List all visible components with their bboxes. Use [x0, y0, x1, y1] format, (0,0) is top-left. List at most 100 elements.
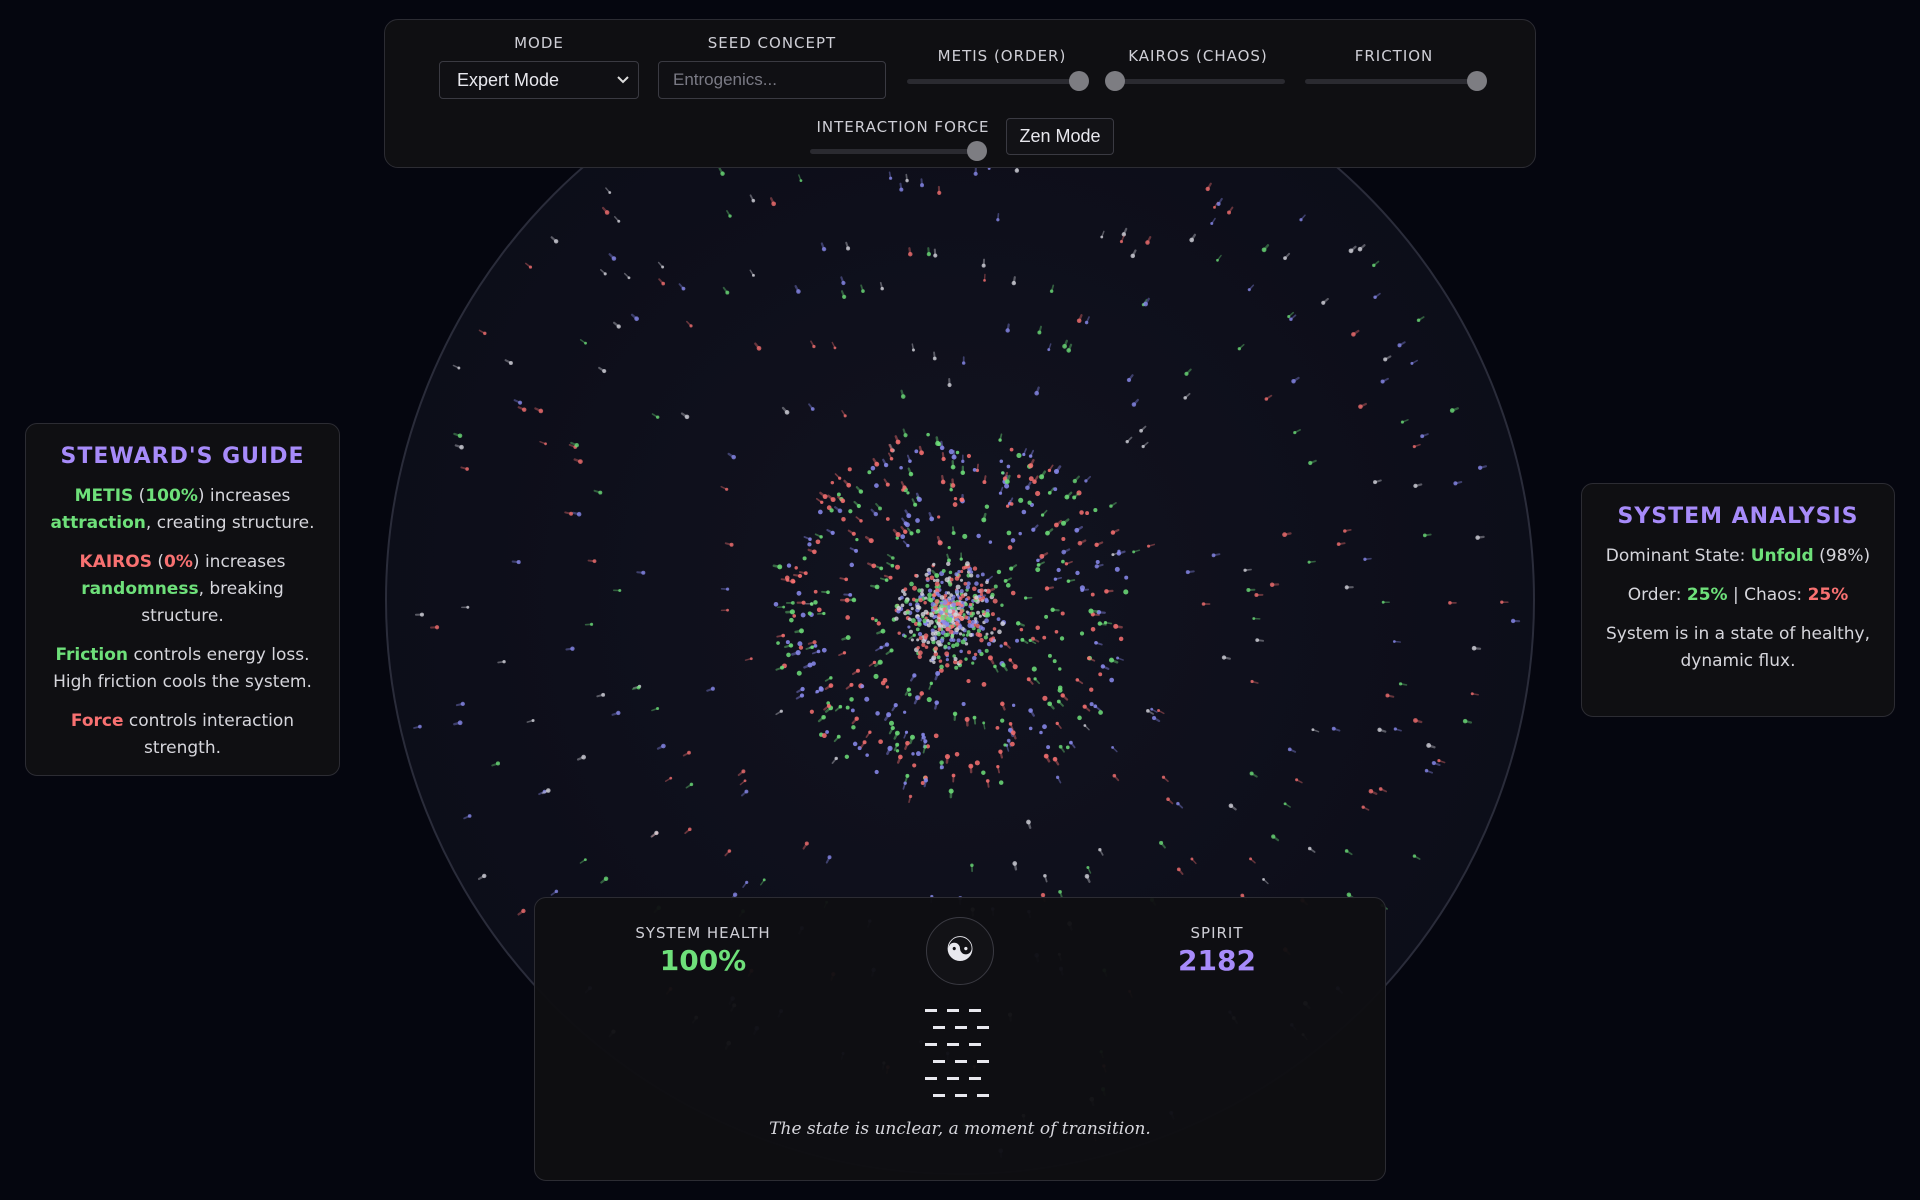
particle: [981, 596, 986, 600]
particle: [1363, 557, 1367, 561]
particle: [926, 618, 930, 623]
particle: [948, 582, 953, 587]
hexagram-segment: [925, 1077, 937, 1080]
kairos-slider[interactable]: [1105, 71, 1285, 91]
particle: [895, 439, 901, 445]
particle: [950, 483, 956, 488]
particle: [1039, 730, 1043, 735]
particle: [1264, 397, 1269, 401]
particle: [928, 619, 934, 625]
particle: [921, 735, 926, 740]
particle: [963, 592, 968, 597]
particle: [885, 517, 890, 521]
particle: [912, 673, 917, 678]
particle: [725, 487, 729, 491]
particle: [949, 638, 953, 642]
particle: [929, 612, 935, 618]
particle: [904, 522, 910, 528]
particle: [984, 504, 990, 509]
particle: [911, 597, 916, 602]
particle: [978, 614, 982, 618]
metis-slider[interactable]: [907, 71, 1089, 91]
particle: [1053, 487, 1058, 492]
kairos-slider-thumb[interactable]: [1105, 71, 1125, 91]
particle: [795, 650, 801, 656]
particle: [749, 657, 753, 661]
particle: [874, 618, 878, 623]
particle: [816, 649, 821, 654]
particle: [931, 655, 937, 661]
particle: [911, 348, 915, 352]
particle: [918, 597, 923, 603]
particle: [958, 632, 963, 636]
particle: [434, 625, 440, 630]
particle: [855, 537, 859, 542]
particle: [875, 711, 880, 716]
particle: [884, 578, 889, 582]
particle: [598, 490, 603, 495]
force-slider[interactable]: [810, 141, 987, 161]
particle: [460, 701, 465, 707]
particle: [1331, 726, 1336, 731]
particle: [905, 178, 909, 183]
particle: [1311, 728, 1315, 732]
yin-yang-icon[interactable]: ☯: [926, 917, 994, 985]
particle: [1112, 773, 1117, 778]
particle: [910, 618, 916, 624]
particle: [810, 645, 814, 650]
hexagram-segment: [947, 1043, 959, 1046]
particle: [687, 827, 692, 832]
particle: [969, 606, 974, 611]
particle: [944, 651, 950, 657]
chaos-label: Chaos:: [1744, 585, 1803, 605]
particle: [1008, 658, 1012, 662]
mode-select[interactable]: Expert Mode: [439, 61, 639, 99]
particle: [569, 511, 574, 516]
particle: [603, 876, 609, 882]
particle: [965, 585, 971, 590]
particle: [925, 744, 931, 749]
particle: [1271, 834, 1276, 839]
metis-slider-thumb[interactable]: [1069, 71, 1089, 91]
particle: [816, 607, 822, 613]
particle: [939, 760, 944, 765]
particle: [844, 597, 850, 603]
particle: [949, 577, 954, 582]
particle: [1075, 678, 1080, 682]
particle: [1422, 533, 1427, 538]
hexagram-segment: [969, 1009, 981, 1012]
seed-input[interactable]: [658, 61, 886, 99]
particle: [1159, 840, 1164, 845]
particle: [1424, 768, 1429, 773]
particle: [1040, 513, 1045, 517]
particle: [978, 597, 983, 602]
particle: [948, 609, 953, 614]
particle: [1000, 718, 1005, 723]
particle: [868, 730, 872, 734]
particle: [1397, 343, 1402, 348]
particle: [1075, 570, 1080, 576]
particle: [502, 660, 506, 664]
particle: [684, 414, 690, 420]
system-analysis-panel: SYSTEM ANALYSIS Dominant State: Unfold (…: [1581, 483, 1895, 717]
particle: [946, 561, 951, 567]
particle: [894, 616, 899, 621]
friction-slider-thumb[interactable]: [1467, 71, 1487, 91]
particle: [1453, 481, 1458, 486]
particle: [968, 632, 973, 638]
zen-mode-button[interactable]: Zen Mode: [1006, 118, 1114, 155]
particle: [1250, 679, 1254, 684]
particle: [1343, 529, 1347, 533]
friction-slider[interactable]: [1305, 71, 1487, 91]
particle: [926, 623, 931, 628]
particle: [878, 506, 883, 511]
control-panel: MODE Expert Mode SEED CONCEPT METIS (ORD…: [384, 19, 1536, 168]
particle: [1098, 848, 1102, 852]
particle: [1103, 621, 1108, 625]
particle: [955, 450, 960, 455]
particle: [1044, 586, 1050, 591]
particle: [576, 511, 582, 517]
particle: [926, 432, 930, 437]
attraction-term: attraction: [50, 513, 146, 533]
force-slider-thumb[interactable]: [967, 141, 987, 161]
